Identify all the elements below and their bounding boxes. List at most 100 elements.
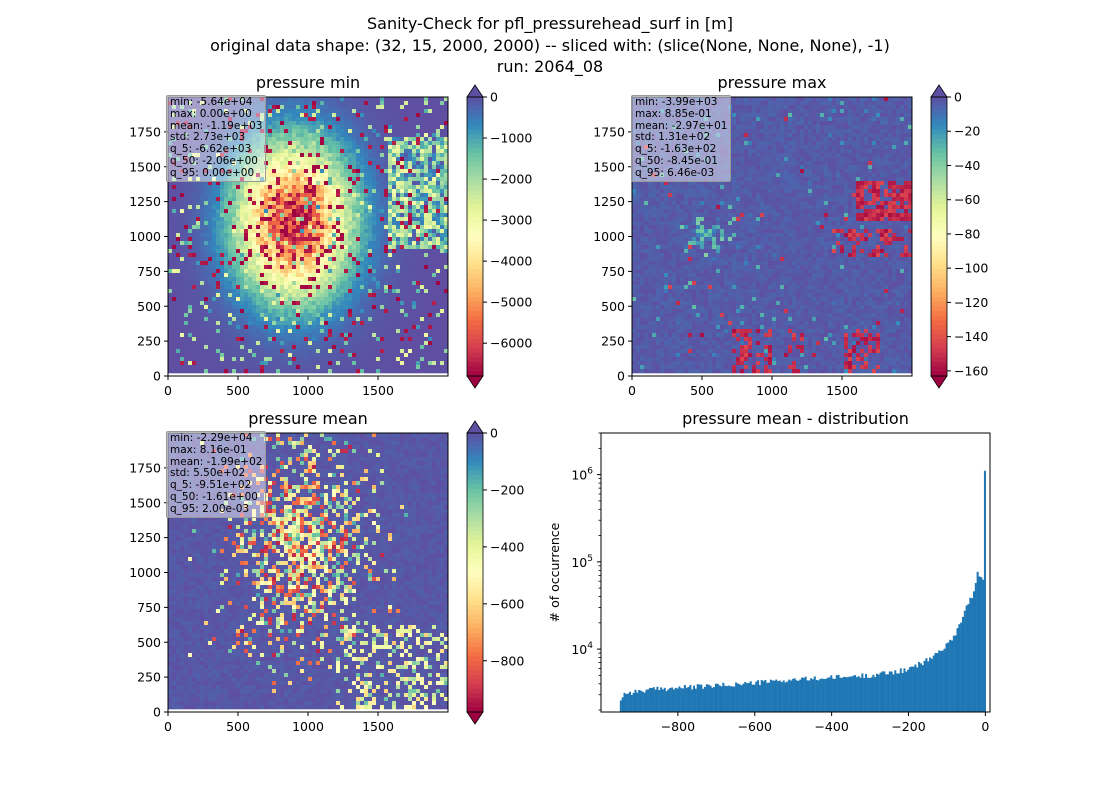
heatmap-cell <box>240 173 245 178</box>
heatmap-cell <box>372 305 377 310</box>
heatmap-cell <box>324 273 329 278</box>
heatmap-cell <box>240 153 245 158</box>
heatmap-cell <box>436 305 441 310</box>
heatmap-cell <box>280 241 285 246</box>
heatmap-cell <box>248 245 253 250</box>
colorbar-segment <box>467 292 483 298</box>
heatmap-cell <box>304 221 309 226</box>
heatmap-cell <box>176 113 181 118</box>
heatmap-cell <box>404 345 409 350</box>
heatmap-cell <box>320 157 325 162</box>
heatmap-cell <box>216 221 221 226</box>
heatmap-cell <box>340 329 345 334</box>
heatmap-cell <box>240 133 245 138</box>
heatmap-cell <box>200 117 205 122</box>
heatmap-cell <box>348 225 353 230</box>
heatmap-cell <box>208 301 213 306</box>
heatmap-cell <box>308 125 313 130</box>
heatmap-cell <box>232 277 237 282</box>
heatmap-cell <box>332 153 337 158</box>
heatmap-cell <box>376 169 381 174</box>
heatmap-cell <box>428 265 433 270</box>
heatmap-cell <box>268 317 273 322</box>
heatmap-cell <box>444 293 449 298</box>
heatmap-cell <box>320 137 325 142</box>
heatmap-cell <box>292 301 297 306</box>
heatmap-cell <box>240 341 245 346</box>
heatmap-cell <box>400 157 405 162</box>
heatmap-cell <box>396 205 401 210</box>
heatmap-cell <box>224 357 229 362</box>
heatmap-cell <box>196 237 201 242</box>
heatmap-cell <box>264 313 269 318</box>
heatmap-cell <box>172 113 177 118</box>
heatmap-cell <box>288 217 293 222</box>
heatmap-cell <box>192 353 197 358</box>
heatmap-cell <box>224 361 229 366</box>
colorbar-segment <box>467 296 483 303</box>
heatmap-cell <box>220 341 225 346</box>
heatmap-cell <box>236 341 241 346</box>
heatmap-cell <box>292 141 297 146</box>
heatmap-cell <box>176 161 181 166</box>
heatmap-cell <box>200 257 205 262</box>
heatmap-cell <box>364 369 369 374</box>
heatmap-cell <box>312 253 317 258</box>
heatmap-cell <box>416 101 421 106</box>
heatmap-cell <box>220 169 225 174</box>
heatmap-cell <box>320 265 325 270</box>
heatmap-cell <box>288 177 293 182</box>
heatmap-cell <box>172 237 177 242</box>
heatmap-cell <box>364 105 369 110</box>
heatmap-cell <box>300 141 305 146</box>
heatmap-cell <box>200 317 205 322</box>
heatmap-cell <box>396 153 401 158</box>
heatmap-cell <box>416 201 421 206</box>
heatmap-cell <box>200 121 205 126</box>
heatmap-cell <box>316 325 321 330</box>
heatmap-cell <box>172 117 177 122</box>
heatmap-cell <box>260 293 265 298</box>
heatmap-cell <box>384 141 389 146</box>
heatmap-cell <box>436 245 441 250</box>
heatmap-cell <box>364 181 369 186</box>
heatmap-cell <box>260 229 265 234</box>
heatmap-cell <box>240 113 245 118</box>
heatmap-cell <box>188 193 193 198</box>
heatmap-cell <box>444 281 449 286</box>
heatmap-cell <box>188 369 193 374</box>
heatmap-cell <box>252 293 257 298</box>
heatmap-cell <box>336 277 341 282</box>
heatmap-cell <box>400 281 405 286</box>
heatmap-cell <box>232 241 237 246</box>
heatmap-cell <box>260 189 265 194</box>
heatmap-cell <box>220 157 225 162</box>
heatmap-cell <box>352 125 357 130</box>
heatmap-cell <box>396 217 401 222</box>
heatmap-cell <box>440 137 445 142</box>
heatmap-cell <box>244 181 249 186</box>
heatmap-cell <box>440 117 445 122</box>
heatmap-cell <box>404 317 409 322</box>
heatmap-cell <box>340 209 345 214</box>
heatmap-cell <box>400 173 405 178</box>
heatmap-cell <box>396 305 401 310</box>
heatmap-cell <box>184 337 189 342</box>
heatmap-cell <box>436 297 441 302</box>
heatmap-cell <box>412 317 417 322</box>
heatmap-cell <box>168 173 173 178</box>
heatmap-cell <box>356 109 361 114</box>
heatmap-cell <box>344 149 349 154</box>
heatmap-cell <box>328 173 333 178</box>
heatmap-cell <box>288 261 293 266</box>
heatmap-cell <box>200 173 205 178</box>
heatmap-cell <box>176 253 181 258</box>
heatmap-cell <box>284 201 289 206</box>
heatmap-cell <box>212 173 217 178</box>
heatmap-cell <box>300 109 305 114</box>
heatmap-cell <box>168 321 173 326</box>
heatmap-cell <box>216 197 221 202</box>
heatmap-cell <box>396 365 401 370</box>
heatmap-cell <box>284 285 289 290</box>
heatmap-cell <box>228 261 233 266</box>
